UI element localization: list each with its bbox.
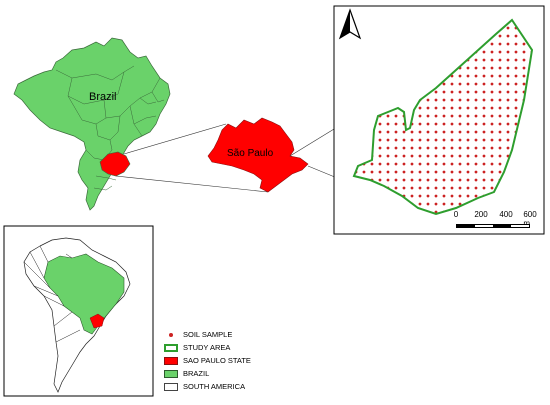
legend-south-america: SOUTH AMERICA [164,380,304,393]
legend-sao-paulo-state: SAO PAULO STATE [164,354,304,367]
scale-tick: 600 m [523,210,537,228]
legend-soil-sample: SOIL SAMPLE [164,328,304,341]
brazil-map [13,37,171,211]
legend-brazil: BRAZIL [164,367,304,380]
brazil-label: Brazil [89,91,117,103]
scale-tick: 200 [474,210,488,219]
legend-label: SOUTH AMERICA [183,382,246,391]
scale-tick: 400 [499,210,513,219]
brazil-swatch [164,369,178,378]
scale-bar-graphic [456,224,530,228]
scale-tick: 0 [453,210,459,219]
connector-line [115,175,269,193]
brazil-shape [13,37,171,211]
inset-country-borders [23,245,81,343]
sao-paulo-state [207,117,309,193]
scale-bar: 0 200 400 600 m [452,210,537,230]
legend: SOIL SAMPLE STUDY AREA SAO PAULO STATE B… [164,328,304,393]
inset-sao-paulo [89,313,105,329]
sao-paulo-swatch [164,356,178,365]
legend-label: SAO PAULO STATE [183,356,251,365]
study-area-swatch [164,343,178,352]
legend-label: BRAZIL [183,369,210,378]
legend-label: STUDY AREA [183,343,231,352]
connector-line [123,123,227,155]
sao-paulo-in-brazil [99,151,131,177]
sao-paulo-label: São Paulo [227,148,274,159]
brazil-south-states [93,175,117,191]
north-arrow-icon [338,8,362,40]
legend-study-area: STUDY AREA [164,341,304,354]
legend-label: SOIL SAMPLE [183,330,233,339]
south-america-map [23,237,131,393]
soil-sample-swatch [164,331,178,339]
study-area-outline [352,18,534,216]
south-america-swatch [164,382,178,391]
